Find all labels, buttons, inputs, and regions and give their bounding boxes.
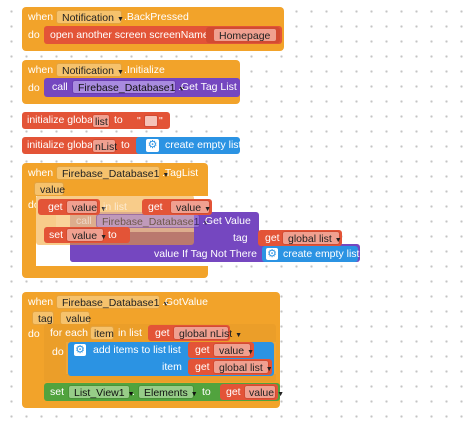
to-label: to [121,139,130,151]
item-label: item [162,361,182,373]
when-label: when [28,167,54,179]
in-list-label: in list [118,327,142,339]
component-dropdown[interactable]: Notification ▼ [56,63,124,77]
initialize-global-label: initialize global [27,114,96,126]
var-name-field[interactable]: list [92,114,110,128]
not-there-label: value If Tag Not There [154,248,257,260]
to-label: to [108,229,117,241]
do-label: do [28,199,40,211]
gear-icon[interactable]: ⚙ [146,139,159,152]
add-items-label: add items to list [93,344,166,356]
set-label: set [49,229,64,241]
get-var-dropdown[interactable]: value ▼ [170,200,211,214]
get-var-dropdown[interactable]: value ▼ [244,385,284,399]
call-component-dropdown[interactable]: Firebase_Database1 ▼ [72,80,185,94]
call-component-dropdown[interactable]: Firebase_Database1 ▼ [96,214,209,228]
do-label: do [28,29,40,41]
get-var-dropdown[interactable]: global list ▼ [282,231,342,245]
call-label: call [76,215,92,227]
set-var-dropdown[interactable]: value ▼ [66,228,107,242]
when-label: when [28,296,54,308]
open-screen-label: open another screen screenName [50,29,209,41]
set-component-dropdown[interactable]: List_View1 ▼ [68,385,135,399]
event-name: .TagList [162,167,199,179]
quote-left: " [137,115,141,127]
param-value[interactable]: value [34,182,65,196]
gear-icon[interactable]: ⚙ [74,344,86,356]
get-var-dropdown[interactable]: global nList ▼ [173,326,242,340]
component-dropdown[interactable]: Firebase_Database1 ▼ [56,295,169,309]
get-label: get [195,344,210,356]
method-name: .Get Tag List [178,81,237,93]
initialize-global-label: initialize global [27,139,96,151]
event-name: .BackPressed [124,11,189,23]
string-input[interactable] [144,115,158,127]
do-label: do [52,346,64,358]
do-label: do [28,82,40,94]
screen-name-value[interactable]: Homepage [213,28,277,42]
create-empty-list-label: create empty list [165,139,242,151]
var-name-field[interactable]: nList [92,139,117,153]
param-tag[interactable]: tag [32,311,54,325]
get-label: get [226,386,241,398]
component-dropdown[interactable]: Notification ▼ [56,10,124,24]
list-label: list [168,344,181,356]
event-name: .GotValue [162,296,208,308]
when-label: when [28,64,54,76]
initialize-global-nlist-block[interactable] [22,137,154,154]
item-var[interactable]: item [90,326,114,340]
create-empty-list-label: create empty list [283,248,360,260]
get-label: get [265,232,280,244]
create-empty-list-block[interactable] [136,137,240,154]
for-each-label: for each [50,327,88,339]
tag-label: tag [233,232,248,244]
get-label: get [195,361,210,373]
quote-right: " [159,115,163,127]
get-var-dropdown[interactable]: global list ▼ [213,360,273,374]
to-label: to [114,114,123,126]
get-label: get [155,327,170,339]
component-dropdown[interactable]: Firebase_Database1 ▼ [56,166,169,180]
in-list-label: in list [103,201,127,213]
dot-label: . [132,386,135,398]
param-value[interactable]: value [60,311,91,325]
empty-string-block[interactable]: " " [134,113,168,129]
to-label: to [202,386,211,398]
get-var-dropdown[interactable]: value ▼ [66,200,107,214]
when-label: when [28,11,54,23]
set-label: set [50,386,65,398]
gear-icon[interactable]: ⚙ [266,248,278,260]
get-label: get [48,201,63,213]
get-var-dropdown[interactable]: value ▼ [213,343,254,357]
get-label: get [148,201,163,213]
call-label: call [52,81,68,93]
event-name: .Initialize [124,64,165,76]
do-label: do [28,328,40,340]
set-property-dropdown[interactable]: Elements ▼ [138,385,198,399]
call-method-name: .Get Value [202,215,251,227]
create-empty-list-block[interactable] [262,246,358,262]
